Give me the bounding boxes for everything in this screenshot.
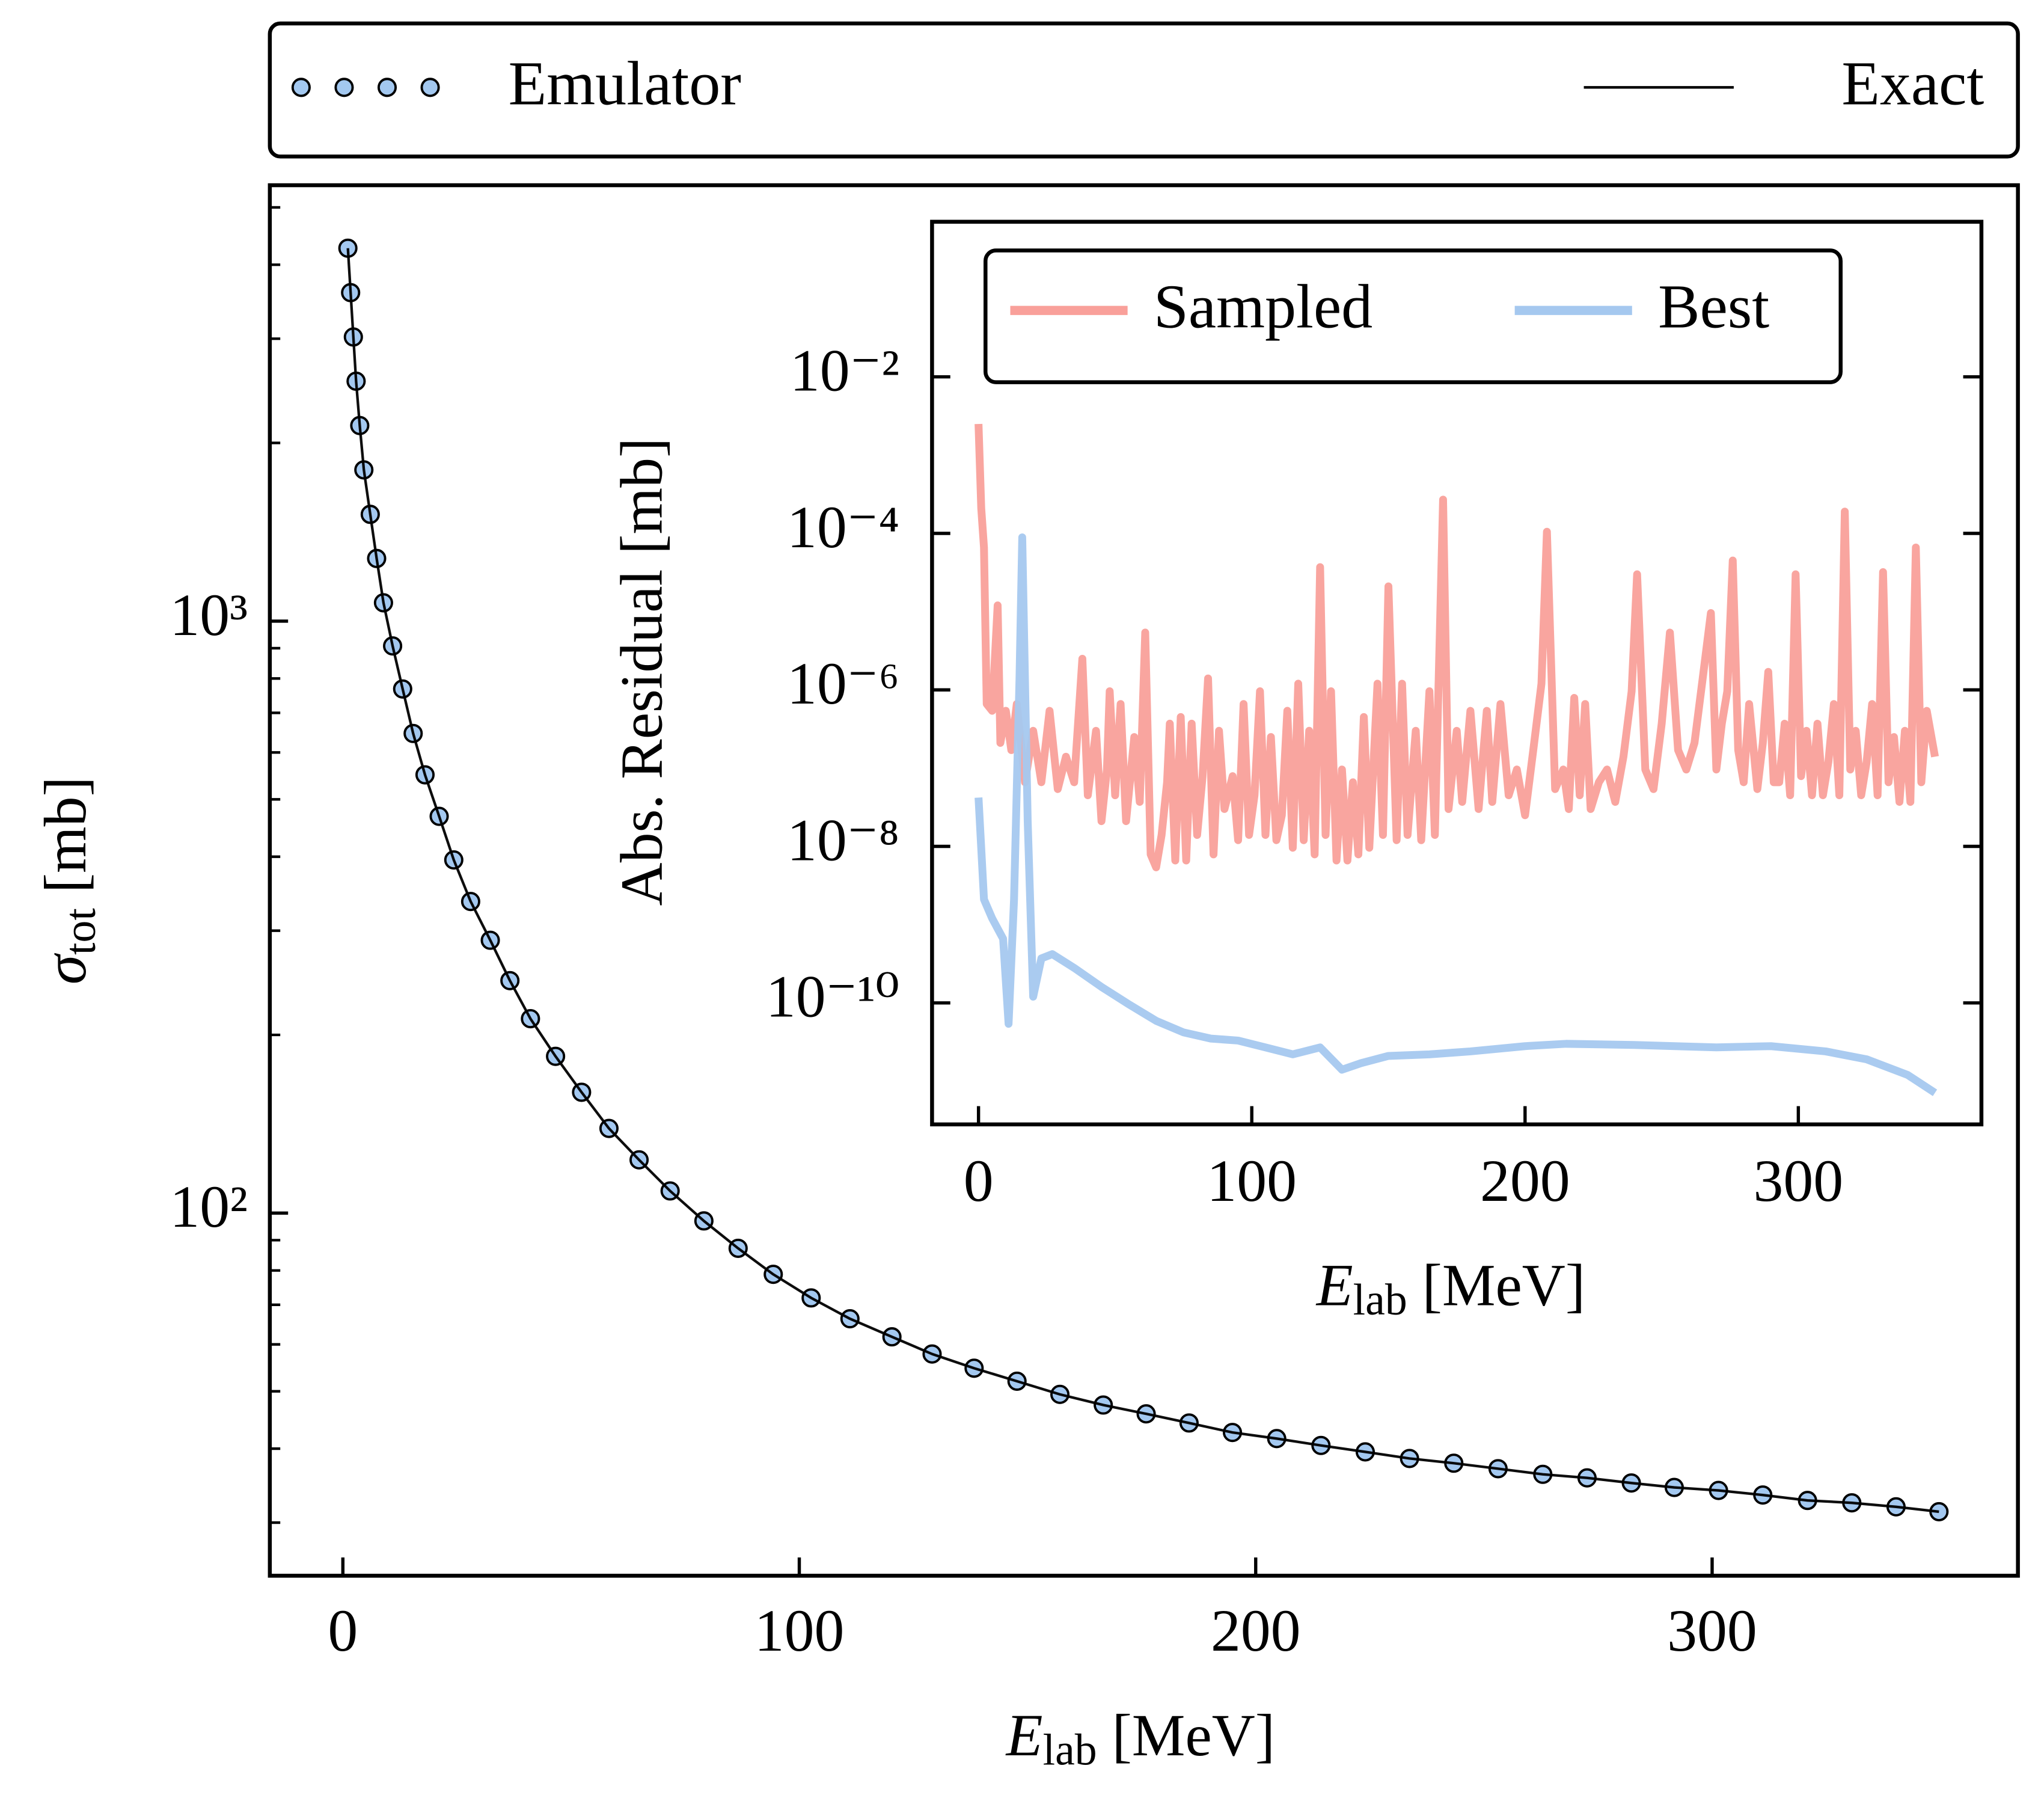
axis-label: σtot [mb] [32,776,105,984]
axis-label: Elab [MeV] [1315,1251,1585,1324]
x-tick-label: 300 [1754,1147,1844,1214]
legend-marker [291,78,311,97]
label-subscript: tot [55,908,105,955]
x-tick-label: 200 [1211,1597,1301,1664]
legend-marker [377,78,397,97]
legend-label: Best [1658,271,1769,341]
label-subscript: lab [1353,1275,1407,1324]
label-symbol: E [1315,1251,1353,1318]
y-tick-label: 10⁻⁶ [787,650,899,717]
x-tick-label: 100 [1207,1147,1297,1214]
legend-label: Emulator [509,49,741,118]
x-tick-label: 300 [1667,1597,1757,1664]
x-tick-label: 0 [964,1147,994,1214]
label-subscript: lab [1043,1725,1097,1774]
label-space [1097,1702,1112,1769]
series-line [975,423,1939,871]
legend-marker [420,78,440,97]
legend-box [984,248,1843,384]
axis-label: Abs. Residual [mb] [608,438,675,906]
y-tick-label: 10³ [170,581,248,648]
axis-label: Elab [MeV] [1005,1702,1275,1775]
label-unit: [mb] [32,776,99,893]
x-tick-label: 200 [1480,1147,1570,1214]
y-tick-label: 10⁻² [790,337,899,404]
x-tick-label: 100 [754,1597,845,1664]
label-unit: [MeV] [1422,1251,1585,1318]
y-tick-label: 10⁻¹⁰ [766,963,899,1030]
legend-label: Sampled [1154,271,1372,341]
label-space [32,893,99,908]
y-tick-label: 10⁻⁸ [787,806,899,873]
label-space [1407,1251,1422,1318]
label-unit: [MeV] [1112,1702,1275,1769]
series-line [975,533,1938,1096]
label-symbol: E [1005,1702,1043,1769]
legend-marker [334,78,354,97]
x-tick-label: 0 [328,1597,358,1664]
series-line [346,248,1939,1514]
legend-box [268,21,2020,159]
label-symbol: σ [32,953,99,984]
legend-label: Exact [1841,49,1984,118]
y-tick-label: 10⁻⁴ [787,494,899,560]
y-tick-label: 10² [170,1173,248,1240]
